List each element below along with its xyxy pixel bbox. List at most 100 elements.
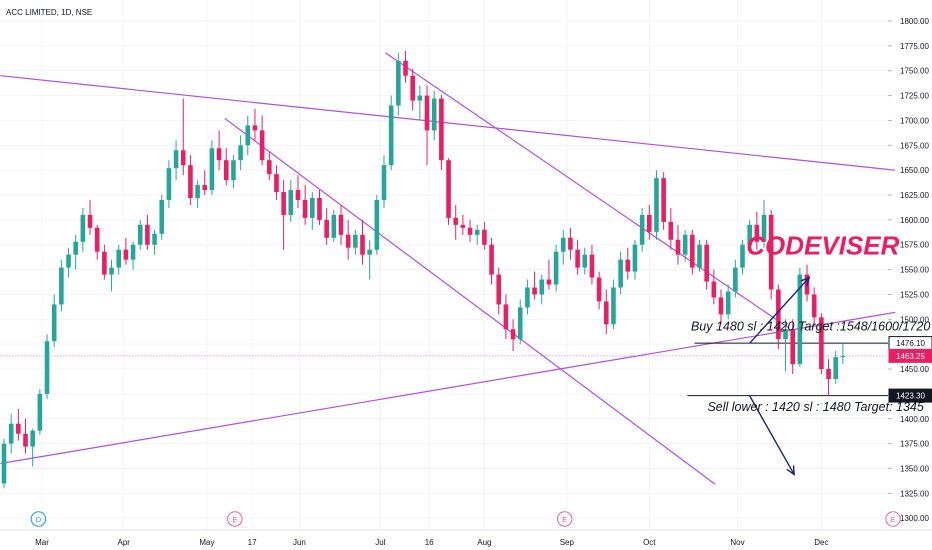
arrow-head <box>800 276 811 287</box>
y-tick-label: 1625.00 <box>900 191 929 200</box>
candle-body <box>639 214 645 245</box>
sell-annotation: Sell lower : 1420 sl : 1480 Target: 1345 <box>707 400 923 414</box>
x-tick-label: 16 <box>425 538 434 547</box>
candle-body <box>697 244 702 268</box>
x-tick-label: May <box>199 538 214 547</box>
candle-body <box>51 304 57 342</box>
candle-body <box>446 160 451 218</box>
candle-body <box>797 274 803 365</box>
x-tick-label: Mar <box>35 538 49 547</box>
price-label: 1463.25 <box>896 352 925 361</box>
candle-body <box>116 249 122 268</box>
candle-body <box>725 291 731 315</box>
candle-body <box>231 160 236 181</box>
candle-body <box>123 249 129 260</box>
annotations[interactable]: Buy 1480 sl : 1420 Target :1548/1600/172… <box>691 231 930 414</box>
y-tick-label: 1375.00 <box>900 440 929 449</box>
candle-body <box>811 294 817 318</box>
candle-body <box>44 341 50 394</box>
candle-body <box>718 297 724 315</box>
candle-body <box>259 130 265 161</box>
candle-body <box>195 185 200 199</box>
candle-body <box>546 279 552 285</box>
candle-body <box>582 254 588 268</box>
candle-body <box>625 259 631 272</box>
candle-body <box>317 198 322 220</box>
arrow-line <box>749 395 795 475</box>
candle-body <box>66 254 71 268</box>
candle-body <box>532 287 537 295</box>
candle-body <box>159 199 165 234</box>
trend-line <box>224 117 716 485</box>
candle-body <box>353 234 358 248</box>
candle-body <box>274 174 279 193</box>
event-badge-letter: E <box>232 515 237 524</box>
x-tick-label: Apr <box>118 538 131 547</box>
candle-body <box>388 105 394 166</box>
y-tick-label: 1650.00 <box>900 166 929 175</box>
candle-body <box>166 168 172 200</box>
candle-body <box>360 234 365 255</box>
candle-body <box>453 217 459 225</box>
candle-body <box>668 221 674 240</box>
candle-body <box>266 160 272 175</box>
candle-body <box>310 198 315 218</box>
x-tick-label: Sep <box>560 538 575 547</box>
candle-body <box>152 233 157 245</box>
candle-body <box>223 160 229 181</box>
y-tick-label: 1600.00 <box>900 216 929 225</box>
candle-body <box>833 357 839 379</box>
candles <box>1 50 846 489</box>
candle-body <box>826 369 831 379</box>
candle-body <box>661 178 666 222</box>
candle-body <box>137 224 143 245</box>
candle-body <box>568 237 573 250</box>
candle-body <box>30 430 35 447</box>
candle-body <box>525 287 530 308</box>
candle-body <box>345 234 351 248</box>
codeviser-watermark: CODEVISER <box>746 231 899 261</box>
y-tick-label: 1350.00 <box>900 464 929 473</box>
y-tick-label: 1750.00 <box>900 67 929 76</box>
candle-body <box>510 329 516 340</box>
price-scale[interactable] <box>888 0 932 530</box>
candle-body <box>188 165 193 199</box>
candle-body <box>482 229 487 245</box>
candle-body <box>740 244 745 268</box>
candle-body <box>288 190 294 215</box>
candle-body <box>16 423 21 434</box>
trend-line <box>385 52 790 329</box>
candle-body <box>754 224 760 242</box>
candle-body <box>80 214 86 242</box>
y-tick-label: 1800.00 <box>900 17 929 26</box>
candle-body <box>1 443 7 484</box>
x-tick-label: Aug <box>477 538 491 547</box>
arrows[interactable] <box>749 276 811 476</box>
candle-body <box>102 251 107 275</box>
candle-body <box>474 229 480 235</box>
candle-body <box>618 259 623 288</box>
candle-body <box>747 224 752 245</box>
candle-body <box>381 165 387 200</box>
y-tick-label: 1525.00 <box>900 290 929 299</box>
y-tick-label: 1700.00 <box>900 116 929 125</box>
candle-body <box>403 60 408 76</box>
candle-body <box>460 224 466 228</box>
candle-body <box>711 281 717 298</box>
candle-body <box>281 192 286 215</box>
candle-body <box>783 329 788 340</box>
candle-body <box>776 289 781 340</box>
candle-body <box>503 304 509 330</box>
event-badge-letter: D <box>36 515 42 524</box>
buy-annotation: Buy 1480 sl : 1420 Target :1548/1600/172… <box>691 319 930 333</box>
candle-body <box>790 329 795 365</box>
trend-lines[interactable] <box>0 52 896 485</box>
x-tick-label: Jun <box>293 538 306 547</box>
candle-body <box>8 423 14 444</box>
candle-body <box>439 98 444 161</box>
candle-body <box>675 239 681 255</box>
candle-body <box>690 234 695 268</box>
